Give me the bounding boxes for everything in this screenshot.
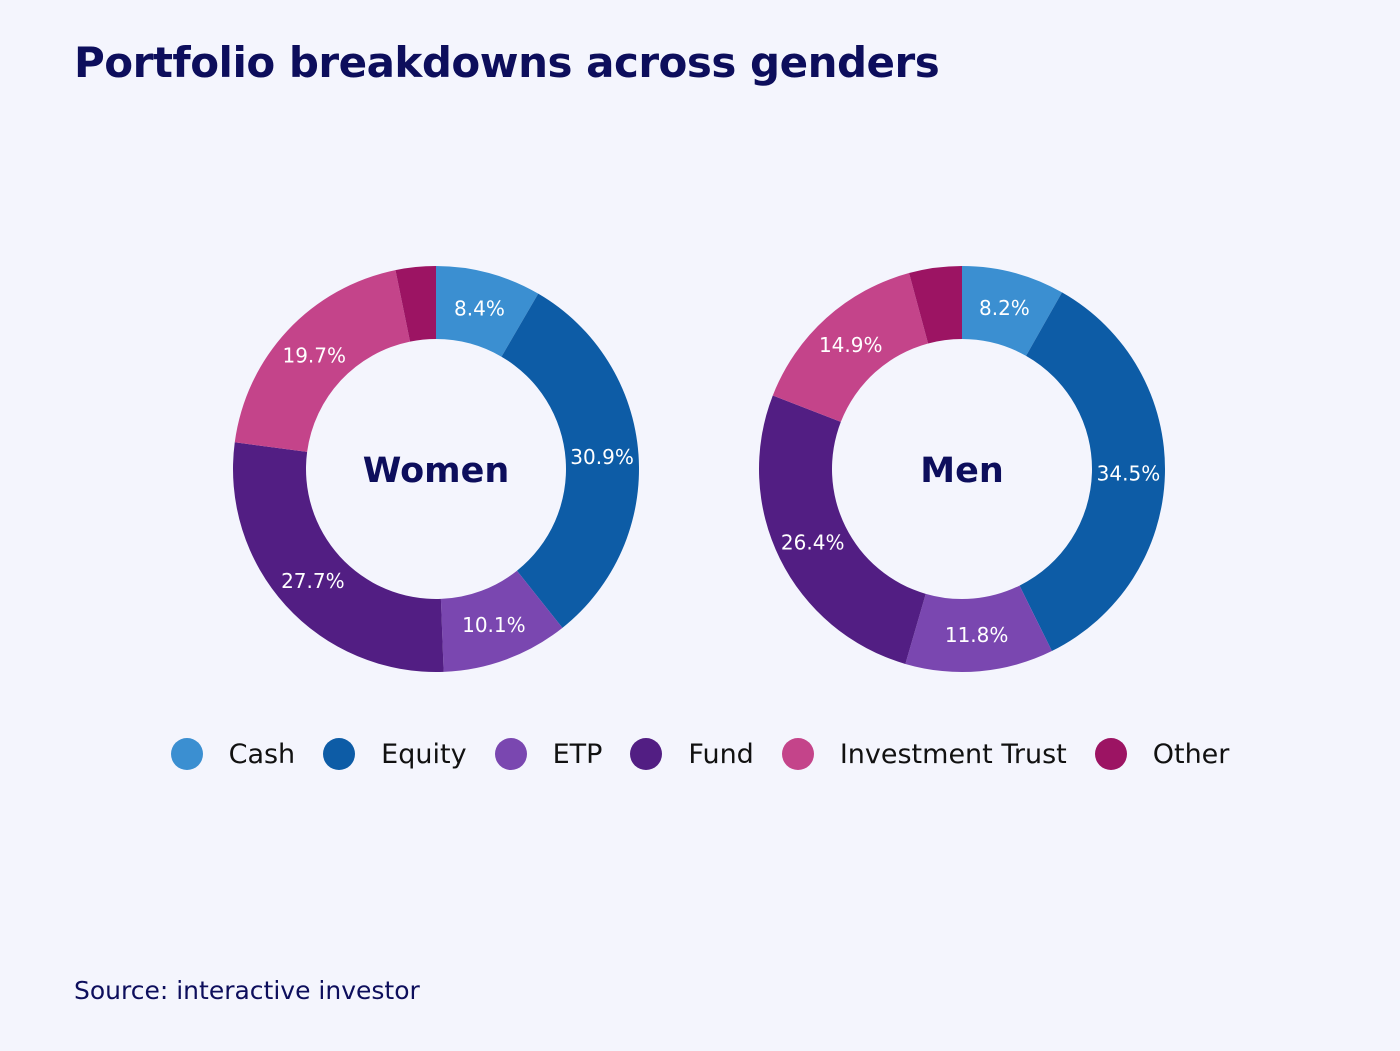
data-label: 26.4% xyxy=(781,531,845,555)
legend-label: Investment Trust xyxy=(839,738,1067,770)
slice-men-etp xyxy=(905,585,1052,672)
legend-item: Cash xyxy=(170,738,296,770)
data-label: 10.1% xyxy=(462,613,526,637)
legend-label: Equity xyxy=(381,738,467,770)
legend-item: Fund xyxy=(630,738,754,770)
legend-item: Other xyxy=(1094,738,1230,770)
legend-label: Fund xyxy=(688,738,754,770)
data-label: 27.7% xyxy=(281,569,345,593)
source-note: Source: interactive investor xyxy=(74,976,420,1005)
data-label: 19.7% xyxy=(282,343,346,367)
donut-charts: 8.4% 30.9% 10.1% 27.7% 19.7% Women 8.2% 34.5% 11… xyxy=(233,266,1165,673)
legend-swatch xyxy=(170,738,203,770)
slice-men-equity xyxy=(1019,292,1165,652)
slice-men-cash xyxy=(962,266,1063,356)
data-label: 30.9% xyxy=(570,445,634,469)
donut-center-label: Women xyxy=(363,451,510,491)
data-label: 34.5% xyxy=(1097,462,1161,486)
legend-item: ETP xyxy=(494,738,603,770)
legend-item: Equity xyxy=(323,738,467,770)
legend-swatch xyxy=(494,738,527,770)
legend-swatch xyxy=(781,738,814,770)
slice-women-etp xyxy=(440,570,563,672)
slice-women-fund xyxy=(233,442,444,673)
legend-label: Cash xyxy=(228,738,296,770)
data-label: 11.8% xyxy=(945,623,1009,647)
chart-title: Portfolio breakdowns across genders xyxy=(74,38,940,87)
slice-women-other xyxy=(395,266,436,342)
legend: Cash Equity ETP Fund Investment Trust Other xyxy=(0,738,1400,770)
legend-swatch xyxy=(630,738,663,770)
slice-women-equity xyxy=(501,293,639,628)
legend-label: Other xyxy=(1152,738,1230,770)
legend-swatch xyxy=(323,738,356,770)
slice-women-investment-trust xyxy=(234,270,411,452)
legend-swatch xyxy=(1094,738,1127,770)
slice-men-fund xyxy=(759,395,926,664)
slice-men-investment-trust xyxy=(772,273,929,422)
legend-item: Investment Trust xyxy=(781,738,1067,770)
donut-center-label: Men xyxy=(920,451,1003,491)
data-label: 8.2% xyxy=(979,296,1030,320)
slice-women-cash xyxy=(436,266,539,357)
data-label: 8.4% xyxy=(454,296,505,320)
slice-men-other xyxy=(909,266,962,344)
legend-label: ETP xyxy=(552,738,603,770)
data-label: 14.9% xyxy=(819,333,883,357)
